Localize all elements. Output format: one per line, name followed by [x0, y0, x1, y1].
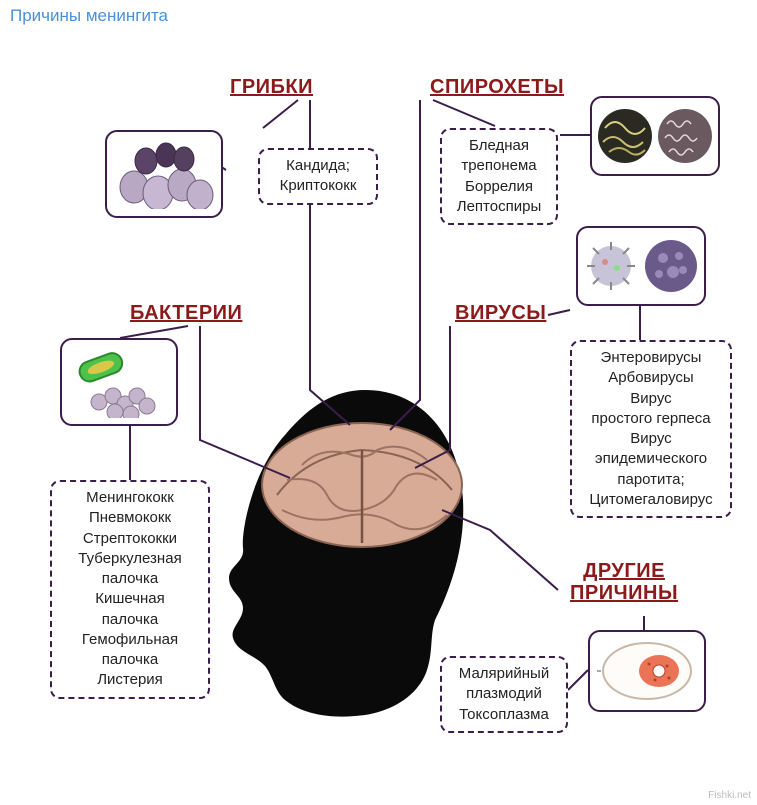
img-bacteria: [60, 338, 178, 426]
desc-line: палочка: [60, 650, 200, 670]
desc-spirochetes: Бледная трепонема Боррелия Лептоспиры: [440, 128, 558, 225]
parasite-icon: [597, 638, 697, 704]
desc-line: паротита;: [580, 470, 722, 490]
desc-line: Арбовирусы: [580, 368, 722, 388]
desc-line: Цитомегаловирус: [580, 490, 722, 510]
img-viruses: [576, 226, 706, 306]
desc-line: Криптококк: [268, 176, 368, 196]
desc-line: палочка: [60, 610, 200, 630]
label-line: ПРИЧИНЫ: [570, 582, 678, 604]
desc-bacteria: Менингококк Пневмококк Стрептококки Тубе…: [50, 480, 210, 699]
desc-line: Вирус: [580, 429, 722, 449]
img-fungi: [105, 130, 223, 218]
desc-line: Кишечная: [60, 589, 200, 609]
desc-line: Токсоплазма: [450, 705, 558, 725]
img-spirochetes: [590, 96, 720, 176]
desc-line: Кандида;: [268, 156, 368, 176]
desc-line: Лептоспиры: [450, 197, 548, 217]
bacteria-icon: [69, 346, 169, 418]
desc-line: палочка: [60, 569, 200, 589]
head-illustration: [215, 380, 475, 720]
desc-fungi: Кандида; Криптококк: [258, 148, 378, 205]
fungal-spores-icon: [114, 139, 214, 209]
desc-line: Малярийный: [450, 664, 558, 684]
img-other: [588, 630, 706, 712]
label-spirochetes: СПИРОХЕТЫ: [430, 76, 564, 99]
virus-icon-1: [583, 238, 639, 294]
label-viruses: ВИРУСЫ: [455, 302, 546, 325]
desc-line: эпидемического: [580, 449, 722, 469]
spirochete-icon-2: [657, 108, 713, 164]
desc-line: плазмодий: [450, 684, 558, 704]
desc-line: Туберкулезная: [60, 549, 200, 569]
desc-line: Бледная: [450, 136, 548, 156]
desc-line: простого герпеса: [580, 409, 722, 429]
label-other: ДРУГИЕ ПРИЧИНЫ: [570, 560, 678, 604]
desc-viruses: Энтеровирусы Арбовирусы Вирус простого г…: [570, 340, 732, 518]
label-fungi: ГРИБКИ: [230, 76, 313, 99]
label-line: ДРУГИЕ: [570, 560, 678, 582]
desc-other: Малярийный плазмодий Токсоплазма: [440, 656, 568, 733]
diagram-canvas: ГРИБКИ Кандида; Криптококк СПИРОХЕТЫ: [0, 0, 757, 805]
label-bacteria: БАКТЕРИИ: [130, 302, 242, 325]
desc-line: Боррелия: [450, 177, 548, 197]
desc-line: трепонема: [450, 156, 548, 176]
spirochete-icon-1: [597, 108, 653, 164]
desc-line: Вирус: [580, 389, 722, 409]
virus-icon-2: [643, 238, 699, 294]
desc-line: Листерия: [60, 670, 200, 690]
watermark: Fishki.net: [708, 790, 751, 801]
desc-line: Стрептококки: [60, 529, 200, 549]
desc-line: Менингококк: [60, 488, 200, 508]
desc-line: Энтеровирусы: [580, 348, 722, 368]
desc-line: Пневмококк: [60, 508, 200, 528]
desc-line: Гемофильная: [60, 630, 200, 650]
